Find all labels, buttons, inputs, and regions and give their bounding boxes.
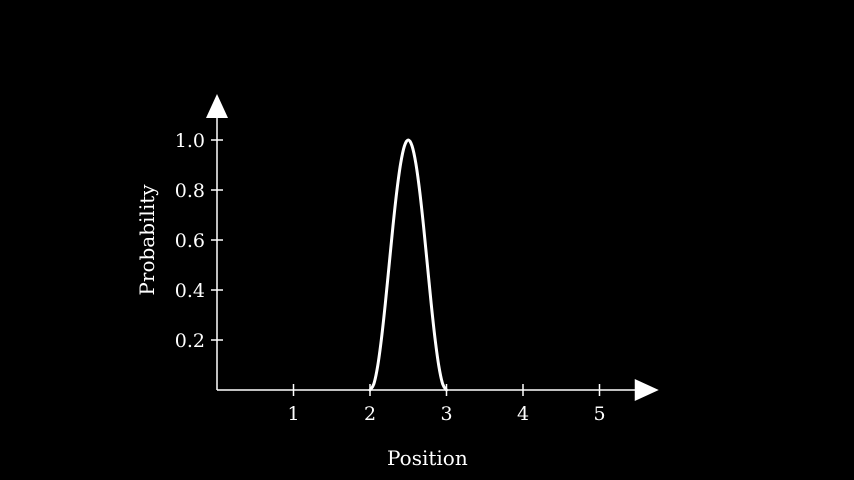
x-tick-label-1: 1 — [287, 403, 299, 425]
x-axis-label: Position — [387, 446, 468, 470]
y-axis-arrow — [206, 94, 228, 118]
y-tick-label-3: 0.6 — [175, 230, 205, 252]
y-tick-label-2: 0.4 — [175, 280, 205, 302]
y-axis-label: Probability — [135, 184, 159, 296]
x-axis-arrow — [634, 379, 659, 401]
x-tick-label-5: 5 — [593, 403, 605, 425]
y-tick-label-5: 1.0 — [175, 130, 205, 152]
y-tick-label-1: 0.2 — [175, 330, 205, 352]
series-layer — [368, 138, 448, 392]
series-line-1 — [368, 138, 448, 392]
ticks-layer: 1 2 3 4 5 0.2 0.4 0.6 0.8 1.0 — [175, 130, 606, 425]
x-tick-label-4: 4 — [517, 403, 529, 425]
x-tick-label-2: 2 — [364, 403, 376, 425]
x-tick-label-3: 3 — [440, 403, 452, 425]
y-tick-label-4: 0.8 — [175, 180, 205, 202]
